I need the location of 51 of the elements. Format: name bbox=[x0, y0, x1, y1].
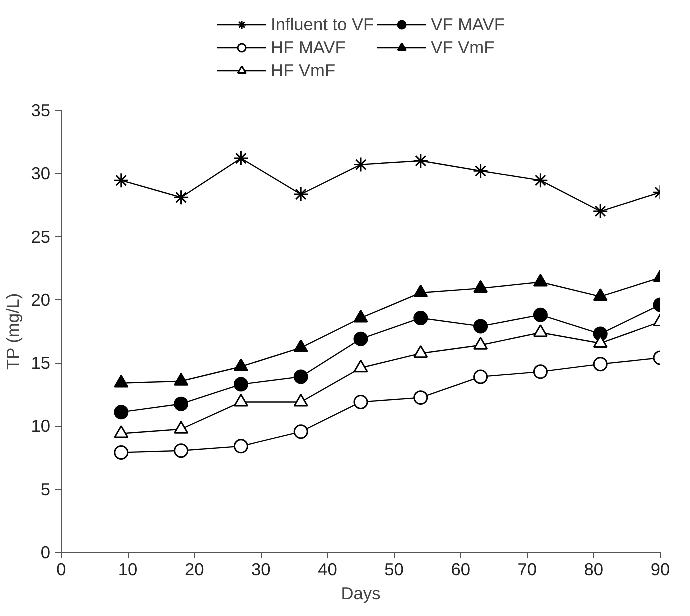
y-tick-label: 15 bbox=[31, 353, 51, 374]
x-tick-label: 50 bbox=[384, 560, 404, 580]
legend-label: VF VmF bbox=[431, 37, 495, 58]
legend-label: Influent to VF bbox=[271, 14, 374, 35]
point bbox=[413, 153, 429, 169]
point bbox=[592, 204, 608, 220]
x-tick-label: 70 bbox=[518, 560, 538, 580]
point bbox=[293, 186, 309, 202]
x-tick-label: 30 bbox=[252, 560, 271, 580]
x-tick-label: 40 bbox=[318, 560, 338, 580]
point bbox=[114, 405, 129, 420]
point bbox=[234, 439, 248, 454]
x-tick-label: 80 bbox=[584, 560, 604, 580]
point bbox=[473, 163, 489, 179]
x-tick-label: 60 bbox=[451, 560, 470, 580]
x-tick-label: 90 bbox=[650, 560, 670, 580]
y-axis-title: TP (mg/L) bbox=[3, 293, 24, 370]
x-tick-label: 10 bbox=[118, 560, 138, 580]
point bbox=[593, 357, 608, 372]
y-tick-label: 0 bbox=[40, 542, 51, 562]
y-tick-label: 5 bbox=[40, 479, 51, 500]
point bbox=[533, 308, 548, 322]
point bbox=[174, 396, 189, 412]
legend-label: HF MAVF bbox=[271, 37, 346, 58]
point bbox=[414, 390, 428, 406]
point bbox=[294, 424, 308, 440]
y-tick-label: 35 bbox=[31, 100, 51, 120]
x-axis-title: Days bbox=[341, 584, 382, 604]
y-tick-label: 10 bbox=[31, 416, 51, 436]
x-tick-label: 0 bbox=[56, 560, 66, 580]
point bbox=[174, 444, 189, 458]
point bbox=[174, 190, 190, 206]
point bbox=[294, 370, 308, 384]
legend-label: VF MAVF bbox=[431, 14, 505, 35]
point bbox=[114, 172, 130, 188]
point bbox=[353, 157, 369, 173]
legend-label: HF VmF bbox=[271, 60, 336, 81]
point bbox=[533, 364, 548, 380]
point bbox=[532, 172, 548, 188]
y-tick-label: 20 bbox=[31, 290, 51, 310]
y-tick-label: 25 bbox=[31, 226, 51, 247]
point bbox=[114, 445, 129, 460]
point bbox=[354, 394, 368, 410]
x-tick-label: 20 bbox=[184, 560, 204, 580]
point bbox=[234, 377, 248, 392]
y-tick-label: 30 bbox=[31, 164, 51, 184]
point bbox=[474, 319, 488, 334]
point bbox=[474, 370, 488, 384]
point bbox=[354, 332, 368, 346]
point bbox=[233, 150, 249, 166]
point bbox=[414, 311, 428, 326]
